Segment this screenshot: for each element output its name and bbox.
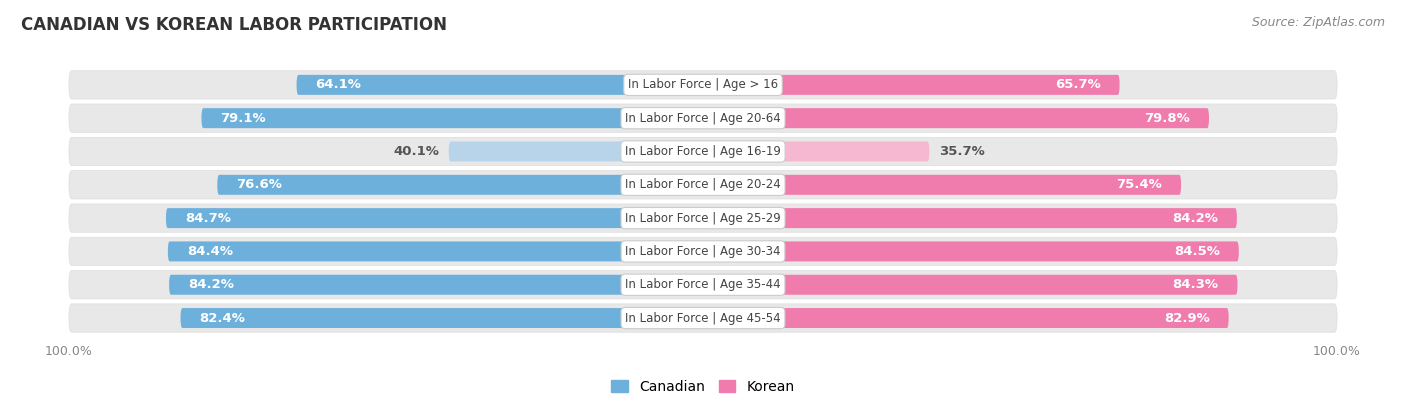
FancyBboxPatch shape	[449, 141, 703, 162]
FancyBboxPatch shape	[69, 204, 1337, 232]
Text: 82.9%: 82.9%	[1164, 312, 1209, 325]
FancyBboxPatch shape	[69, 304, 1337, 332]
FancyBboxPatch shape	[703, 75, 1119, 95]
FancyBboxPatch shape	[69, 71, 1337, 99]
Text: In Labor Force | Age 45-54: In Labor Force | Age 45-54	[626, 312, 780, 325]
FancyBboxPatch shape	[69, 171, 1337, 199]
FancyBboxPatch shape	[69, 237, 1337, 265]
Text: 84.2%: 84.2%	[188, 278, 233, 291]
FancyBboxPatch shape	[166, 208, 703, 228]
FancyBboxPatch shape	[169, 275, 703, 295]
FancyBboxPatch shape	[703, 175, 1181, 195]
Text: In Labor Force | Age 16-19: In Labor Force | Age 16-19	[626, 145, 780, 158]
Text: 40.1%: 40.1%	[394, 145, 439, 158]
Text: In Labor Force | Age 20-24: In Labor Force | Age 20-24	[626, 178, 780, 191]
FancyBboxPatch shape	[69, 104, 1337, 132]
FancyBboxPatch shape	[703, 141, 929, 162]
Text: In Labor Force | Age 30-34: In Labor Force | Age 30-34	[626, 245, 780, 258]
Legend: Canadian, Korean: Canadian, Korean	[612, 380, 794, 393]
Text: 84.3%: 84.3%	[1173, 278, 1219, 291]
FancyBboxPatch shape	[69, 137, 1337, 166]
FancyBboxPatch shape	[703, 208, 1237, 228]
Text: 84.4%: 84.4%	[187, 245, 233, 258]
FancyBboxPatch shape	[218, 175, 703, 195]
Text: 79.8%: 79.8%	[1144, 112, 1189, 125]
Text: 76.6%: 76.6%	[236, 178, 283, 191]
Text: 64.1%: 64.1%	[315, 78, 361, 91]
FancyBboxPatch shape	[703, 308, 1229, 328]
Text: 79.1%: 79.1%	[221, 112, 266, 125]
Text: In Labor Force | Age 20-64: In Labor Force | Age 20-64	[626, 112, 780, 125]
FancyBboxPatch shape	[703, 241, 1239, 261]
FancyBboxPatch shape	[69, 271, 1337, 299]
FancyBboxPatch shape	[703, 108, 1209, 128]
FancyBboxPatch shape	[201, 108, 703, 128]
Text: 75.4%: 75.4%	[1116, 178, 1163, 191]
FancyBboxPatch shape	[703, 275, 1237, 295]
Text: 84.2%: 84.2%	[1173, 212, 1218, 225]
Text: 35.7%: 35.7%	[939, 145, 984, 158]
Text: In Labor Force | Age 35-44: In Labor Force | Age 35-44	[626, 278, 780, 291]
Text: 84.5%: 84.5%	[1174, 245, 1220, 258]
FancyBboxPatch shape	[167, 241, 703, 261]
Text: 65.7%: 65.7%	[1054, 78, 1101, 91]
Text: In Labor Force | Age 25-29: In Labor Force | Age 25-29	[626, 212, 780, 225]
Text: CANADIAN VS KOREAN LABOR PARTICIPATION: CANADIAN VS KOREAN LABOR PARTICIPATION	[21, 16, 447, 34]
Text: In Labor Force | Age > 16: In Labor Force | Age > 16	[628, 78, 778, 91]
FancyBboxPatch shape	[297, 75, 703, 95]
Text: Source: ZipAtlas.com: Source: ZipAtlas.com	[1251, 16, 1385, 29]
FancyBboxPatch shape	[180, 308, 703, 328]
Text: 82.4%: 82.4%	[200, 312, 246, 325]
Text: 84.7%: 84.7%	[186, 212, 231, 225]
